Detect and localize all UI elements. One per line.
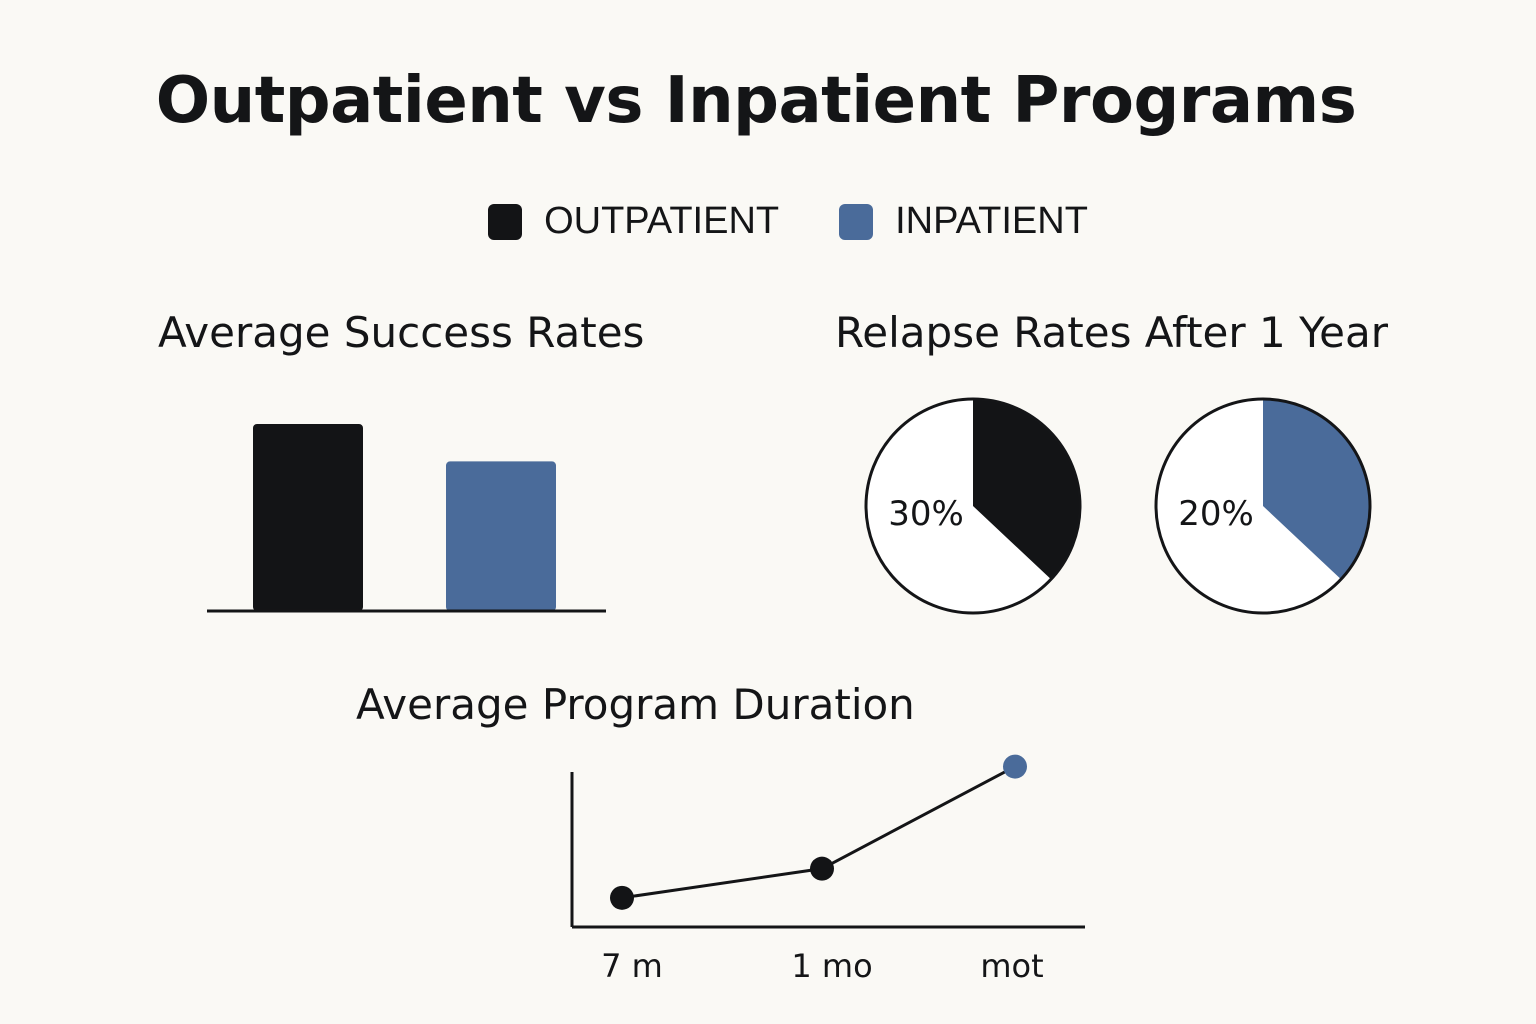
x-tick-label-1: 7 m: [601, 947, 663, 985]
pie-outline-outpatient: [864, 397, 1082, 615]
legend-item-outpatient: OUTPATIENT: [488, 200, 779, 243]
legend-swatch-inpatient: [839, 203, 874, 240]
legend-item-inpatient: INPATIENT: [839, 200, 1088, 243]
page-title: Outpatient vs Inpatient Programs: [155, 64, 1357, 138]
legend-swatch-outpatient: [488, 203, 523, 240]
legend-label-inpatient: INPATIENT: [895, 200, 1088, 242]
pie-slice-inpatient: [1263, 399, 1370, 580]
line-point-2: [810, 856, 834, 881]
line-point-3: [1003, 754, 1027, 779]
bar-inpatient: [446, 461, 556, 611]
pie-outline-inpatient: [1154, 397, 1372, 615]
x-tick-label-2: 1 mo: [791, 947, 872, 985]
line-chart-title: Average Program Duration: [356, 680, 915, 729]
pie-label-inpatient: 20%: [1178, 494, 1254, 534]
x-tick-label-3: mot: [980, 947, 1043, 985]
legend-label-outpatient: OUTPATIENT: [544, 200, 780, 242]
pie-label-outpatient: 30%: [888, 494, 964, 534]
legend: OUTPATIENT INPATIENT: [0, 200, 1536, 243]
pie-chart-title: Relapse Rates After 1 Year: [835, 308, 1389, 357]
pie-slice-outpatient: [973, 399, 1080, 580]
bar-chart-title: Average Success Rates: [158, 308, 645, 357]
bar-outpatient: [253, 424, 363, 611]
line-point-1: [610, 885, 634, 910]
